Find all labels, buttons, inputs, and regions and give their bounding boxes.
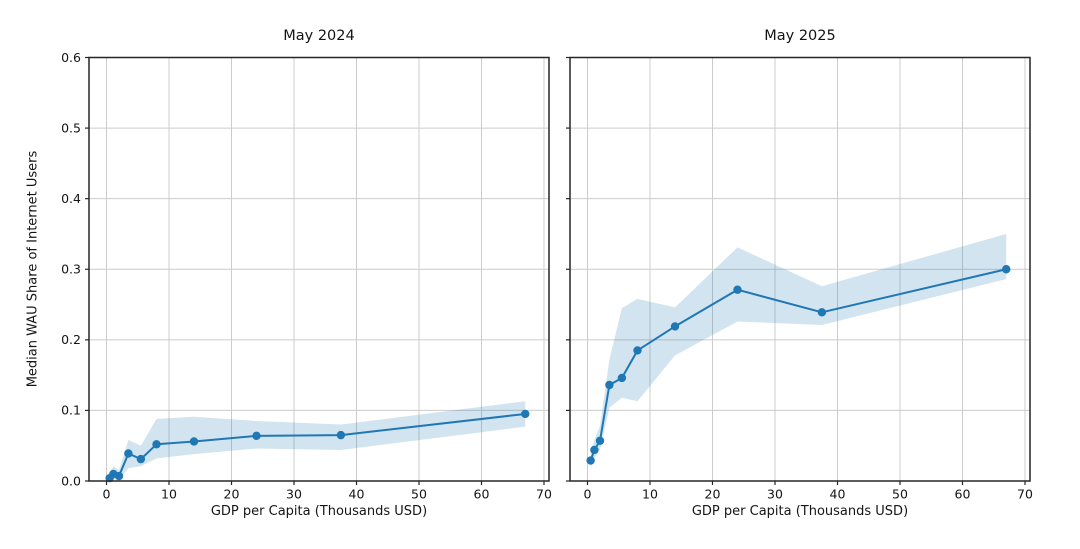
data-point [336, 430, 346, 440]
data-point [189, 437, 199, 446]
data-point [633, 346, 642, 355]
x-tick-label: 40 [349, 487, 365, 502]
data-point [605, 380, 614, 390]
y-tick-label: 0.1 [61, 403, 81, 418]
data-point [114, 471, 124, 481]
y-tick-label: 0.0 [61, 473, 81, 488]
data-point [521, 409, 530, 419]
panel-title-may-2024: May 2024 [283, 28, 355, 44]
x-tick-label: 50 [411, 487, 427, 502]
y-tick-label: 0.3 [61, 262, 81, 277]
x-tick-label: 10 [161, 487, 177, 502]
x-axis-label-left: GDP per Capita (Thousands USD) [210, 504, 428, 519]
x-tick-label: 30 [286, 487, 302, 502]
x-tick-label: 70 [1017, 487, 1033, 502]
y-tick-label: 0.4 [61, 191, 81, 206]
x-tick-label: 30 [767, 487, 783, 502]
data-line [589, 268, 1008, 462]
x-tick-label: 20 [224, 487, 240, 502]
data-point [595, 436, 605, 445]
x-tick-label: 70 [536, 487, 552, 502]
panel-title-may-2025: May 2025 [764, 28, 836, 44]
confidence-band [109, 401, 526, 481]
x-tick-label: 40 [830, 487, 846, 502]
data-point [136, 454, 146, 464]
data-point [252, 431, 261, 441]
x-tick-label: 60 [474, 487, 490, 502]
x-tick-label: 50 [892, 487, 908, 502]
x-axis-label-right: GDP per Capita (Thousands USD) [691, 504, 909, 519]
x-tick-label: 0 [584, 487, 592, 502]
y-tick-label: 0.5 [61, 120, 81, 135]
x-tick-label: 0 [103, 487, 111, 502]
x-tick-label: 10 [642, 487, 658, 502]
data-point [817, 308, 827, 317]
y-tick-label: 0.6 [61, 50, 81, 65]
data-point [152, 440, 161, 449]
x-tick-label: 20 [705, 487, 721, 502]
data-point [586, 456, 595, 465]
data-point [1002, 265, 1011, 274]
x-tick-label: 60 [955, 487, 971, 502]
data-point [124, 449, 133, 458]
data-point [617, 373, 627, 383]
y-tick-label: 0.2 [61, 332, 81, 347]
data-point [733, 285, 742, 294]
data-point [590, 445, 599, 455]
y-axis-label: Median WAU Share of Internet Users [25, 150, 41, 388]
data-point [670, 322, 680, 331]
